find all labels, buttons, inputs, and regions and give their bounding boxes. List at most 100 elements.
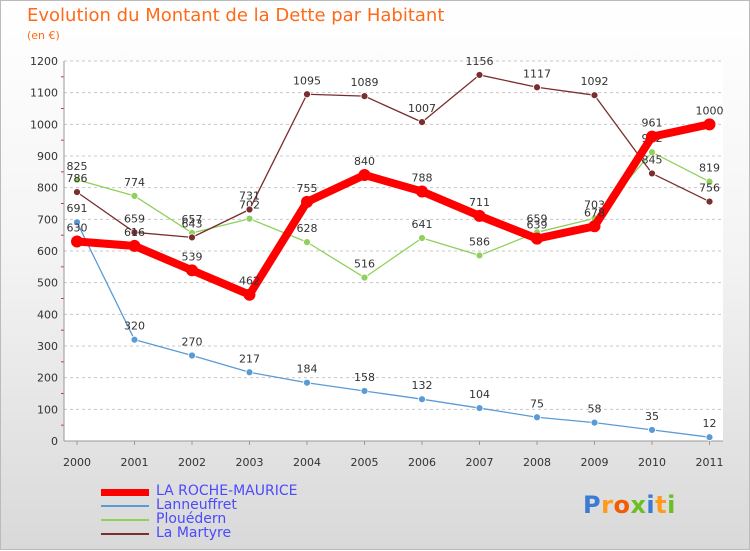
data-point-la-martyre xyxy=(418,118,426,127)
data-point-la-martyre xyxy=(245,205,254,214)
data-label-lanneuffret: 35 xyxy=(645,410,659,423)
data-label-la-martyre: 659 xyxy=(124,212,145,225)
data-label-plou-dern: 702 xyxy=(239,199,260,212)
proxiti-logo: Proxiti xyxy=(583,491,676,519)
data-point-la-roche-maurice xyxy=(243,288,256,301)
data-label-la-roche-maurice: 711 xyxy=(469,196,490,209)
data-label-lanneuffret: 132 xyxy=(412,379,433,392)
x-tick-label: 2011 xyxy=(696,456,724,469)
data-point-lanneuffret xyxy=(73,218,81,227)
data-label-la-roche-maurice: 755 xyxy=(297,182,318,195)
data-label-lanneuffret: 75 xyxy=(530,397,544,410)
data-point-lanneuffret xyxy=(590,418,599,427)
data-point-la-roche-maurice xyxy=(416,185,428,198)
data-label-la-martyre: 1092 xyxy=(581,75,609,88)
x-tick-label: 2003 xyxy=(236,456,264,469)
data-point-plou-dern xyxy=(245,214,254,223)
data-label-la-martyre: 756 xyxy=(699,182,720,195)
data-label-la-roche-maurice: 840 xyxy=(354,155,375,168)
legend-label: Plouédern xyxy=(156,511,227,527)
x-tick-label: 2001 xyxy=(121,456,149,469)
data-label-la-roche-maurice: 616 xyxy=(124,226,145,239)
data-label-la-roche-maurice: 630 xyxy=(67,222,88,235)
series-line-lanneuffret xyxy=(76,221,711,438)
data-label-la-martyre: 1095 xyxy=(293,74,321,87)
data-point-la-roche-maurice xyxy=(358,169,371,181)
data-point-plou-dern xyxy=(418,234,426,242)
data-label-la-martyre: 731 xyxy=(239,190,260,203)
data-point-la-martyre xyxy=(303,90,311,99)
logo-letter: i xyxy=(646,491,656,519)
data-label-la-martyre: 845 xyxy=(642,153,663,166)
data-point-la-martyre xyxy=(188,233,196,242)
legend-swatch xyxy=(101,533,149,535)
data-point-plou-dern xyxy=(475,251,484,260)
data-point-lanneuffret xyxy=(648,426,656,434)
data-point-la-roche-maurice xyxy=(588,220,601,233)
data-label-la-roche-maurice: 678 xyxy=(584,206,605,219)
x-tick-label: 2005 xyxy=(351,456,379,469)
legend-swatch xyxy=(101,488,149,496)
data-point-lanneuffret xyxy=(705,433,714,442)
y-tick-label: 0 xyxy=(51,435,58,448)
data-label-la-martyre: 1089 xyxy=(351,76,379,89)
y-tick-label: 900 xyxy=(37,150,58,163)
data-point-plou-dern xyxy=(360,273,369,282)
data-label-lanneuffret: 691 xyxy=(67,202,88,215)
data-point-la-martyre xyxy=(73,188,81,197)
data-label-lanneuffret: 58 xyxy=(588,403,602,416)
data-label-la-martyre: 643 xyxy=(182,217,203,230)
logo-letter: t xyxy=(655,491,668,519)
data-point-la-martyre xyxy=(705,197,714,206)
data-point-lanneuffret xyxy=(533,413,541,422)
series-line-la-martyre xyxy=(76,74,711,239)
y-tick-label: 200 xyxy=(37,372,58,385)
y-tick-label: 500 xyxy=(37,277,58,290)
x-tick-label: 2010 xyxy=(638,456,666,469)
data-label-lanneuffret: 12 xyxy=(703,417,717,430)
data-point-la-martyre xyxy=(590,91,599,100)
y-tick-label: 1200 xyxy=(30,55,58,68)
legend-swatch xyxy=(101,505,149,507)
data-point-lanneuffret xyxy=(360,387,369,395)
data-point-la-roche-maurice xyxy=(301,195,313,208)
data-point-plou-dern xyxy=(303,238,311,247)
y-tick-label: 1100 xyxy=(30,87,58,100)
data-label-plou-dern: 774 xyxy=(124,176,145,189)
logo-letter: P xyxy=(583,491,602,519)
y-tick-label: 400 xyxy=(37,308,58,321)
x-tick-label: 2009 xyxy=(581,456,609,469)
data-point-la-martyre xyxy=(130,228,139,237)
data-point-plou-dern xyxy=(705,177,714,186)
y-tick-label: 100 xyxy=(37,403,58,416)
data-label-plou-dern: 703 xyxy=(584,198,605,211)
data-point-la-roche-maurice xyxy=(186,264,198,277)
data-point-plou-dern xyxy=(73,175,81,184)
data-label-plou-dern: 657 xyxy=(182,213,203,226)
data-label-plou-dern: 659 xyxy=(527,212,548,225)
data-label-lanneuffret: 104 xyxy=(469,388,490,401)
data-point-lanneuffret xyxy=(245,368,254,377)
data-label-la-roche-maurice: 462 xyxy=(239,275,260,288)
legend-swatch xyxy=(101,519,149,521)
x-tick-label: 2007 xyxy=(466,456,494,469)
data-point-la-roche-maurice xyxy=(531,232,543,245)
data-label-la-martyre: 1156 xyxy=(466,55,494,68)
data-point-lanneuffret xyxy=(188,351,196,360)
x-tick-label: 2008 xyxy=(523,456,551,469)
data-label-lanneuffret: 217 xyxy=(239,352,260,365)
data-point-la-roche-maurice xyxy=(71,235,83,248)
y-tick-label: 1000 xyxy=(30,118,58,131)
data-label-la-martyre: 1007 xyxy=(408,102,436,115)
logo-letter: x xyxy=(630,491,647,519)
data-point-la-roche-maurice xyxy=(646,130,658,143)
data-label-la-roche-maurice: 788 xyxy=(412,171,433,184)
data-point-lanneuffret xyxy=(418,395,426,404)
data-label-la-roche-maurice: 961 xyxy=(642,117,663,130)
data-label-plou-dern: 641 xyxy=(412,218,433,231)
chart-title: Evolution du Montant de la Dette par Hab… xyxy=(27,5,445,26)
data-point-la-roche-maurice xyxy=(473,209,486,222)
x-tick-label: 2006 xyxy=(408,456,436,469)
data-label-plou-dern: 819 xyxy=(699,162,720,175)
